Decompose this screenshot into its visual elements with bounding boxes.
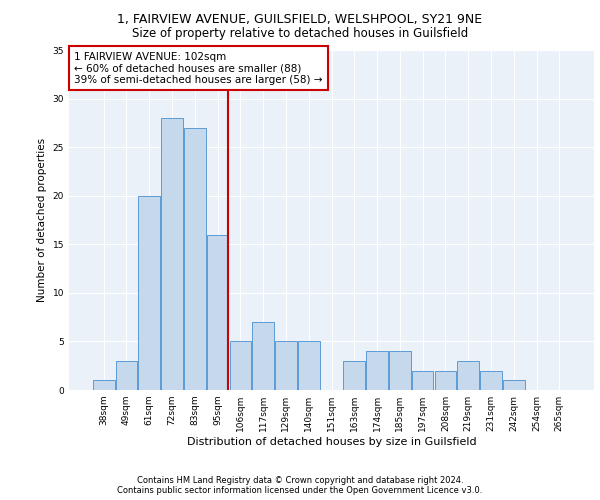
X-axis label: Distribution of detached houses by size in Guilsfield: Distribution of detached houses by size …	[187, 437, 476, 447]
Text: 1, FAIRVIEW AVENUE, GUILSFIELD, WELSHPOOL, SY21 9NE: 1, FAIRVIEW AVENUE, GUILSFIELD, WELSHPOO…	[118, 12, 482, 26]
Bar	[389, 351, 410, 390]
Bar	[434, 370, 456, 390]
Bar	[184, 128, 206, 390]
Text: 1 FAIRVIEW AVENUE: 102sqm
← 60% of detached houses are smaller (88)
39% of semi-: 1 FAIRVIEW AVENUE: 102sqm ← 60% of detac…	[74, 52, 323, 85]
Text: Size of property relative to detached houses in Guilsfield: Size of property relative to detached ho…	[132, 28, 468, 40]
Text: Contains HM Land Registry data © Crown copyright and database right 2024.: Contains HM Land Registry data © Crown c…	[137, 476, 463, 485]
Y-axis label: Number of detached properties: Number of detached properties	[37, 138, 47, 302]
Bar	[298, 342, 320, 390]
Bar	[366, 351, 388, 390]
Bar	[93, 380, 115, 390]
Bar	[457, 361, 479, 390]
Bar	[161, 118, 183, 390]
Bar	[275, 342, 297, 390]
Bar	[230, 342, 251, 390]
Bar	[139, 196, 160, 390]
Bar	[116, 361, 137, 390]
Bar	[503, 380, 524, 390]
Bar	[207, 234, 229, 390]
Bar	[480, 370, 502, 390]
Bar	[343, 361, 365, 390]
Text: Contains public sector information licensed under the Open Government Licence v3: Contains public sector information licen…	[118, 486, 482, 495]
Bar	[253, 322, 274, 390]
Bar	[412, 370, 433, 390]
